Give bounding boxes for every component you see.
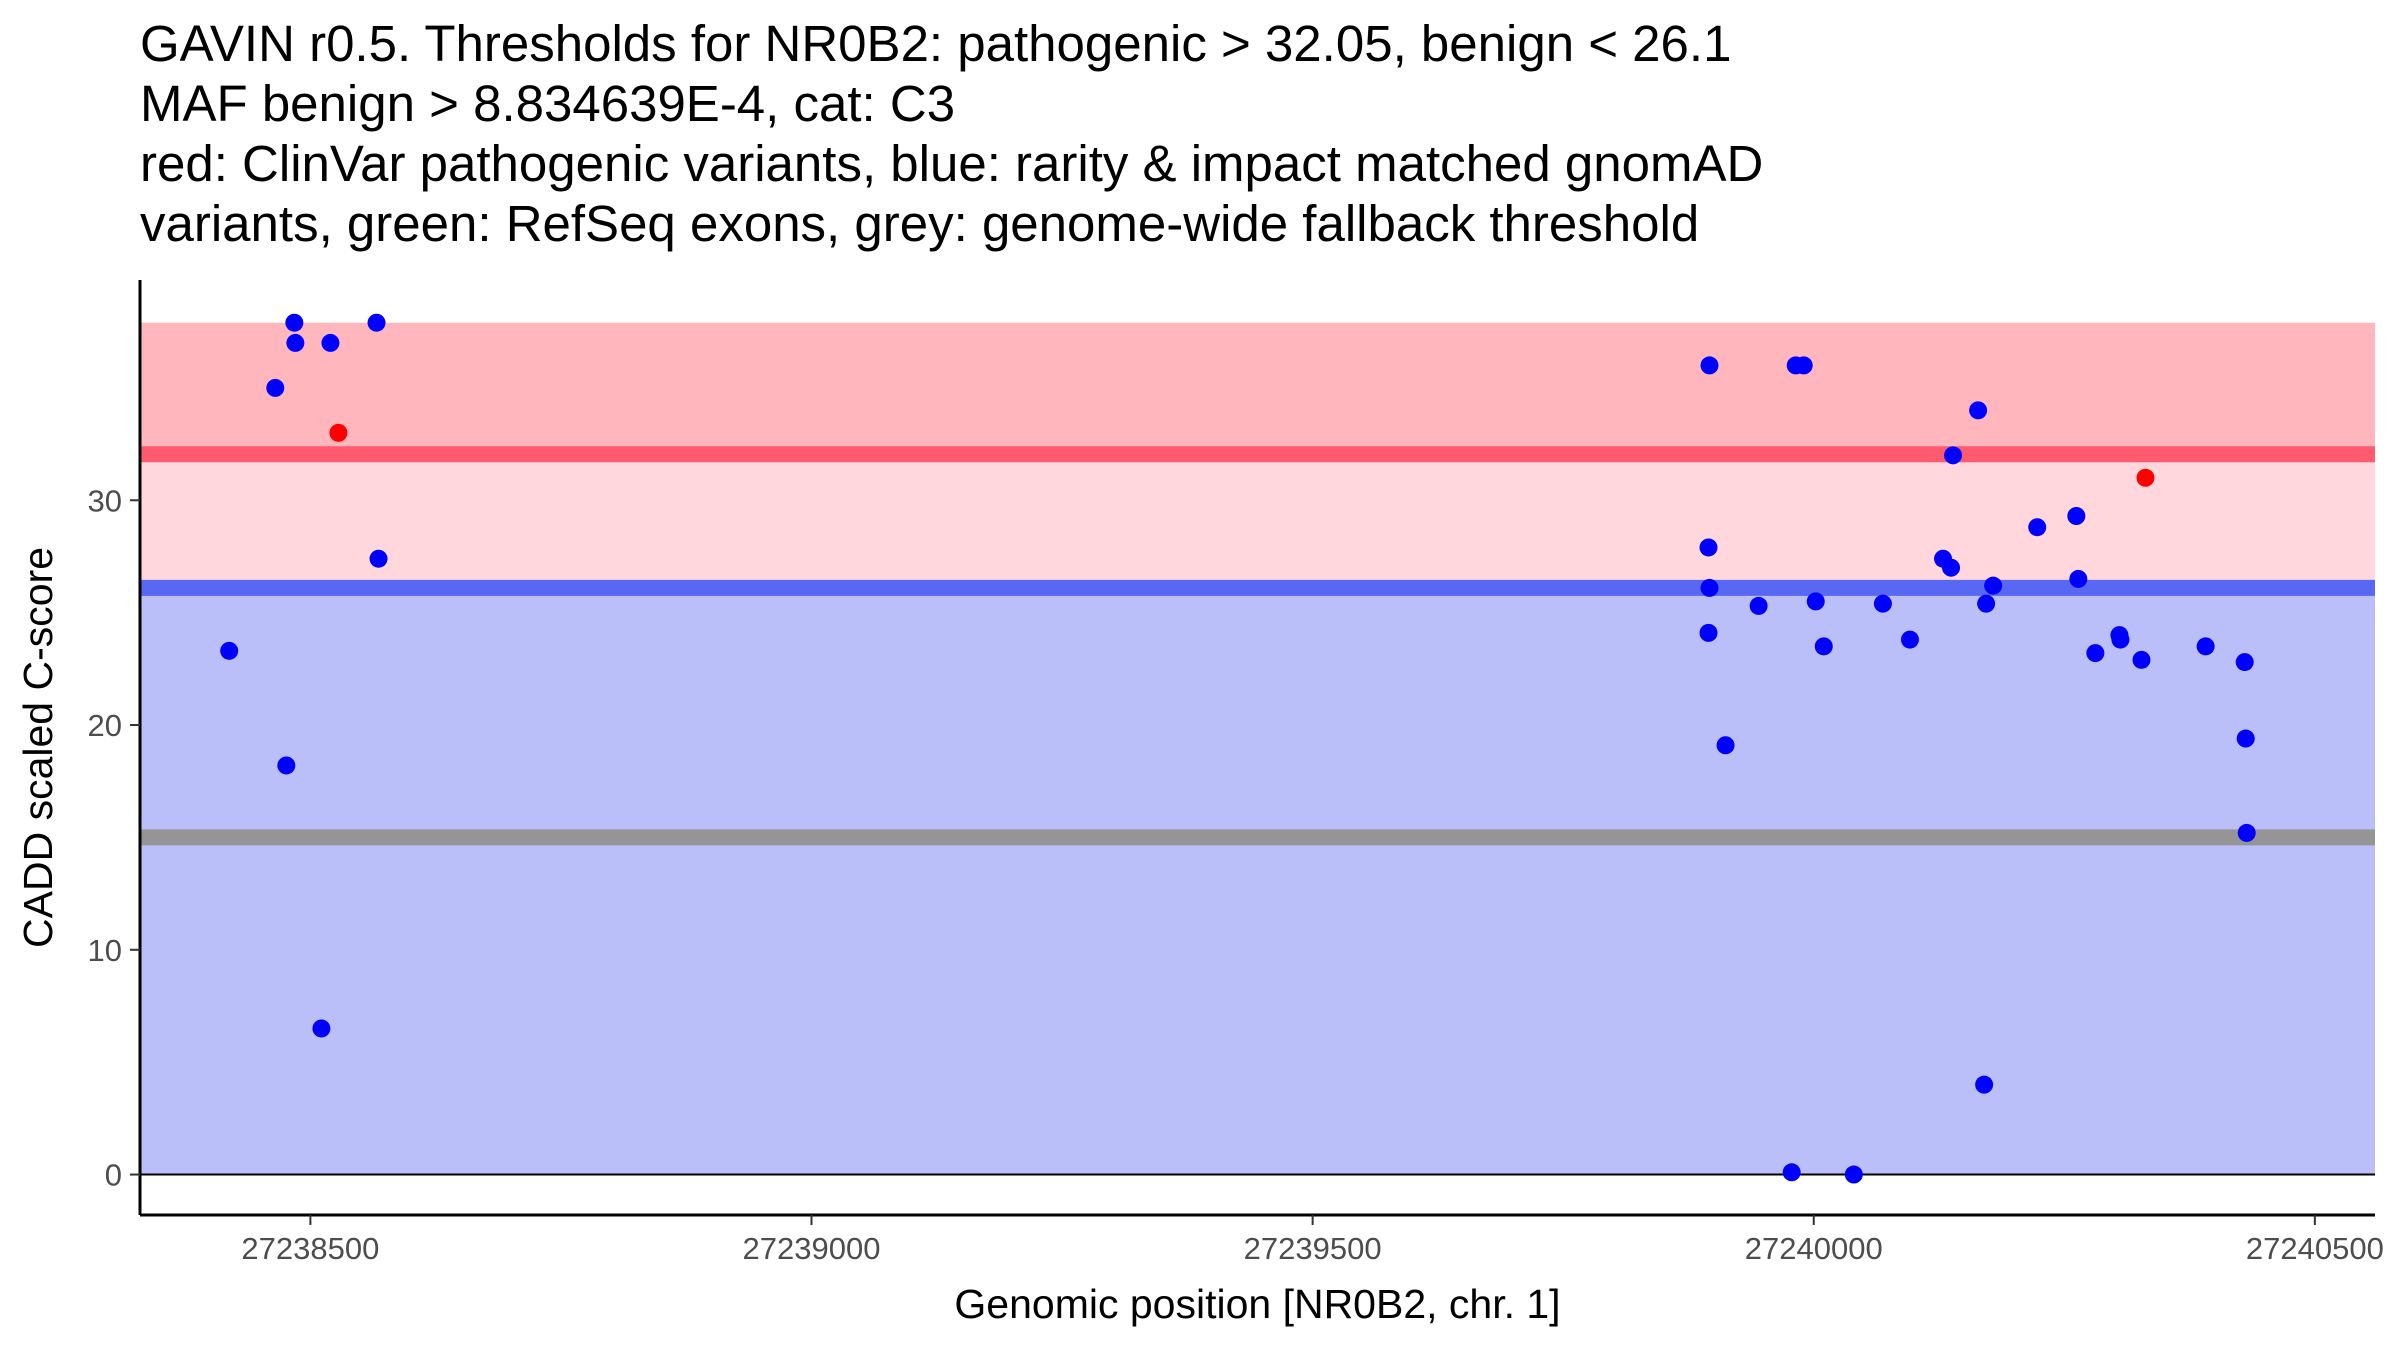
- gnomad-point: [1969, 401, 1988, 420]
- gnomad-point: [266, 378, 285, 397]
- gnomad-point: [2196, 637, 2215, 656]
- gnomad-point: [1975, 1075, 1994, 1094]
- gnomad-point: [1873, 594, 1892, 613]
- x-axis-title: Genomic position [NR0B2, chr. 1]: [954, 1281, 1560, 1327]
- gnomad-point: [1699, 538, 1718, 557]
- gnomad-point: [1700, 578, 1719, 597]
- threshold-bands: [140, 322, 2375, 1175]
- benign-band: [140, 587, 2375, 1175]
- title-line-4: variants, green: RefSeq exons, grey: gen…: [140, 195, 1700, 252]
- gnomad-point: [1844, 1165, 1863, 1184]
- title-line-1: GAVIN r0.5. Thresholds for NR0B2: pathog…: [140, 15, 1732, 72]
- gnomad-point: [1977, 594, 1996, 613]
- gnomad-point: [2235, 653, 2254, 672]
- gnomad-point: [2236, 729, 2255, 748]
- y-axis-ticks: 0 10 20 30: [88, 483, 140, 1193]
- gnomad-point: [1814, 637, 1833, 656]
- gnomad-point: [2067, 506, 2086, 525]
- clinvar-point: [2136, 468, 2155, 487]
- gnomad-point: [220, 641, 239, 660]
- gnomad-point: [1699, 623, 1718, 642]
- gnomad-point: [1984, 576, 2003, 595]
- gnomad-point: [285, 313, 304, 332]
- gnomad-point: [1944, 446, 1963, 465]
- gnomad-point: [321, 333, 340, 352]
- gnomad-point: [277, 756, 296, 775]
- gnomad-point: [2111, 630, 2130, 649]
- x-tick-label: 27239000: [743, 1231, 881, 1266]
- gnomad-point: [1782, 1163, 1801, 1182]
- gnomad-point: [2132, 650, 2151, 669]
- middle-band: [140, 454, 2375, 588]
- threshold-lines: [140, 446, 2375, 846]
- gnomad-point: [1716, 736, 1735, 755]
- gnomad-point: [1806, 592, 1825, 611]
- title-line-2: MAF benign > 8.834639E-4, cat: C3: [140, 75, 956, 132]
- pathogenic-band: [140, 322, 2375, 455]
- y-tick-label: 20: [88, 708, 122, 743]
- gnomad-point: [369, 549, 388, 568]
- gnomad-point: [2028, 518, 2047, 537]
- gnomad-point: [2086, 644, 2105, 663]
- gnomad-point: [286, 333, 305, 352]
- y-tick-label: 10: [88, 933, 122, 968]
- data-points: [220, 313, 2256, 1184]
- x-tick-label: 27238500: [241, 1231, 379, 1266]
- gnomad-point: [1749, 596, 1768, 615]
- y-axis-title: CADD scaled C-score: [15, 547, 61, 948]
- gnomad-point: [1900, 630, 1919, 649]
- clinvar-point: [329, 423, 348, 442]
- gnomad-point: [2069, 569, 2088, 588]
- x-tick-label: 27240500: [2246, 1231, 2384, 1266]
- x-tick-label: 27239500: [1244, 1231, 1382, 1266]
- gnomad-point: [1942, 558, 1961, 577]
- y-tick-label: 0: [105, 1158, 122, 1193]
- gnomad-point: [367, 313, 386, 332]
- chart-title: GAVIN r0.5. Thresholds for NR0B2: pathog…: [140, 14, 1763, 254]
- x-tick-label: 27240000: [1745, 1231, 1883, 1266]
- x-axis-ticks: 27238500 27239000 27239500 27240000 27240500: [241, 1215, 2384, 1266]
- gnomad-point: [1794, 356, 1813, 375]
- gnomad-point: [2237, 823, 2256, 842]
- y-tick-label: 30: [88, 483, 122, 518]
- gnomad-point: [312, 1019, 331, 1038]
- gnomad-point: [1700, 356, 1719, 375]
- title-line-3: red: ClinVar pathogenic variants, blue: …: [140, 135, 1764, 192]
